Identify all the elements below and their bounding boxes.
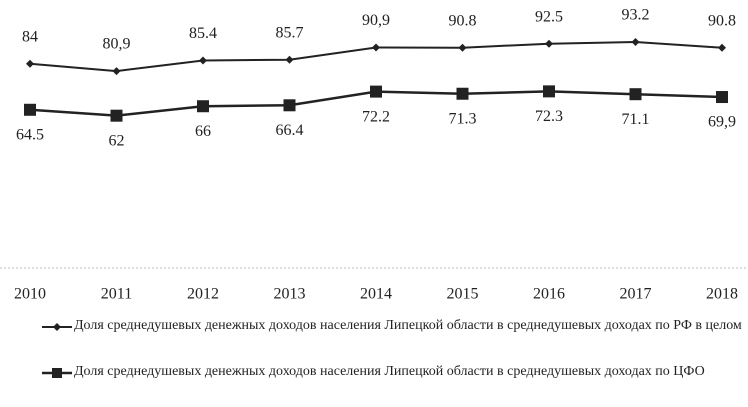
marker [716, 91, 728, 104]
x-tick-label: 2010 [14, 286, 46, 303]
data-label: 62 [109, 132, 125, 149]
data-label: 93.2 [622, 7, 650, 24]
data-label: 90.8 [449, 12, 477, 29]
marker [372, 43, 380, 52]
x-tick-label: 2014 [360, 286, 392, 303]
marker [370, 85, 382, 98]
x-tick-label: 2017 [620, 286, 652, 303]
data-label: 72.3 [535, 108, 563, 125]
marker [112, 67, 121, 76]
data-label: 85.7 [276, 24, 304, 41]
marker [26, 59, 34, 68]
data-label: 64.5 [16, 126, 44, 143]
data-label: 72.2 [362, 108, 390, 125]
marker [456, 87, 469, 100]
marker [543, 85, 555, 98]
data-label: 66 [195, 123, 211, 140]
legend-label: Доля среднедушевых денежных доходов насе… [74, 364, 705, 379]
legend-item: Доля среднедушевых денежных доходов насе… [0, 362, 748, 406]
legend-swatch [42, 368, 72, 378]
x-tick-label: 2016 [533, 286, 565, 303]
legend-label: Доля среднедушевых денежных доходов насе… [74, 318, 742, 333]
data-label: 71.3 [449, 110, 477, 127]
marker [458, 43, 467, 52]
data-label: 69,9 [708, 114, 736, 131]
data-label: 71.1 [622, 111, 650, 128]
marker [24, 103, 36, 116]
marker [199, 56, 207, 65]
marker [545, 39, 553, 48]
data-label: 80,9 [103, 36, 131, 53]
x-tick-label: 2015 [447, 286, 479, 303]
x-tick-label: 2012 [187, 286, 219, 303]
marker [283, 99, 296, 112]
marker [629, 88, 642, 101]
data-label: 66.4 [276, 122, 304, 139]
x-tick-label: 2018 [706, 286, 738, 303]
marker [110, 109, 123, 122]
data-label: 84 [22, 28, 38, 45]
marker [197, 100, 209, 113]
data-label: 85.4 [189, 25, 217, 42]
legend-item: Доля среднедушевых денежных доходов насе… [0, 316, 748, 360]
data-label: 90.8 [708, 12, 736, 29]
marker [631, 38, 640, 47]
x-tick-label: 2011 [101, 286, 132, 303]
marker [718, 43, 726, 52]
x-tick-label: 2013 [274, 286, 306, 303]
legend-swatch [42, 323, 72, 331]
data-label: 90,9 [362, 12, 390, 29]
data-label: 92.5 [535, 8, 563, 25]
marker [285, 55, 294, 64]
plot-area: 2010 2011 2012 2013 2014 2015 2016 2017 2018 84 80… [0, 7, 748, 303]
